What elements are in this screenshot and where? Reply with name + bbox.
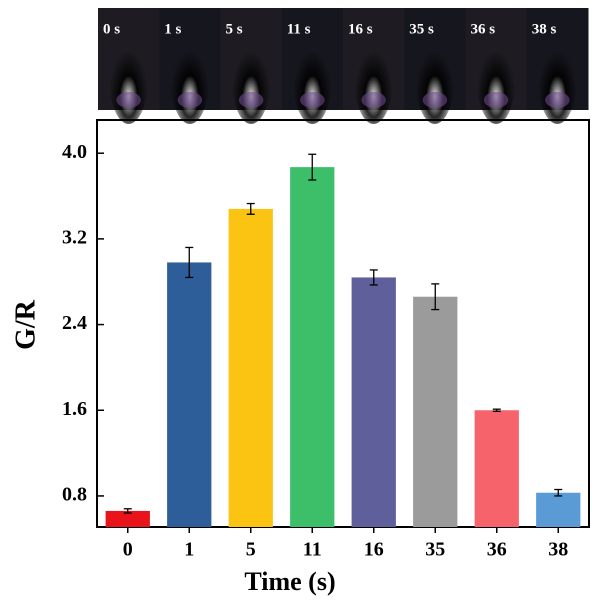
flame-base (116, 92, 141, 108)
y-axis-label: G/R (10, 299, 41, 350)
y-tick-label: 4.0 (62, 141, 87, 163)
flame (476, 32, 516, 124)
y-tick-label: 1.6 (62, 398, 87, 420)
error-bar (123, 508, 132, 514)
flame-base (177, 92, 203, 108)
bar (413, 296, 458, 527)
flame (415, 32, 455, 124)
bar (536, 492, 581, 527)
flame-base (238, 92, 264, 108)
bar (167, 262, 212, 527)
error-bar (431, 283, 440, 311)
flame-base (422, 92, 448, 108)
flame (231, 32, 271, 124)
x-tick-label: 16 (364, 539, 384, 561)
bar (474, 410, 519, 527)
x-tick-label: 38 (548, 539, 568, 561)
photo-label: 36 s (471, 21, 496, 37)
bar (351, 277, 396, 527)
flame (292, 32, 332, 124)
flame-base (361, 92, 386, 108)
photo-label: 16 s (348, 21, 373, 37)
bar (228, 208, 273, 527)
error-bar (554, 488, 563, 497)
error-bar (185, 246, 194, 279)
x-tick-label: 0 (123, 539, 133, 561)
x-tick-label: 11 (303, 539, 322, 561)
x-tick-label: 35 (425, 539, 445, 561)
flame-base (300, 92, 325, 108)
plot-frame (96, 119, 590, 528)
flame-base (483, 92, 509, 108)
error-bar (308, 153, 317, 181)
photo-label: 35 s (409, 21, 434, 37)
photo-label: 0 s (103, 21, 120, 37)
photo-label: 5 s (226, 21, 243, 37)
y-tick-label: 3.2 (62, 226, 87, 248)
bar (105, 510, 150, 527)
photo-label: 1 s (164, 21, 181, 37)
x-tick-label: 1 (184, 539, 194, 561)
flame (537, 32, 577, 124)
x-tick-label: 5 (246, 539, 256, 561)
photo-label: 11 s (287, 21, 311, 37)
error-bar (246, 202, 255, 215)
x-tick-label: 36 (487, 539, 507, 561)
flame (354, 32, 394, 124)
error-bar (492, 408, 501, 412)
photo-strip: 0 s 1 s 5 s 11 s 16 s 35 s 36 s 38 s (98, 8, 589, 124)
photo-label: 38 s (532, 21, 557, 37)
bar (290, 167, 335, 527)
y-tick-label: 2.4 (62, 312, 87, 334)
flame (170, 32, 210, 124)
flame-base (545, 92, 570, 108)
error-bar (369, 269, 378, 286)
y-tick-label: 0.8 (62, 484, 87, 506)
x-axis-label: Time (s) (244, 567, 335, 596)
flame (109, 32, 149, 124)
